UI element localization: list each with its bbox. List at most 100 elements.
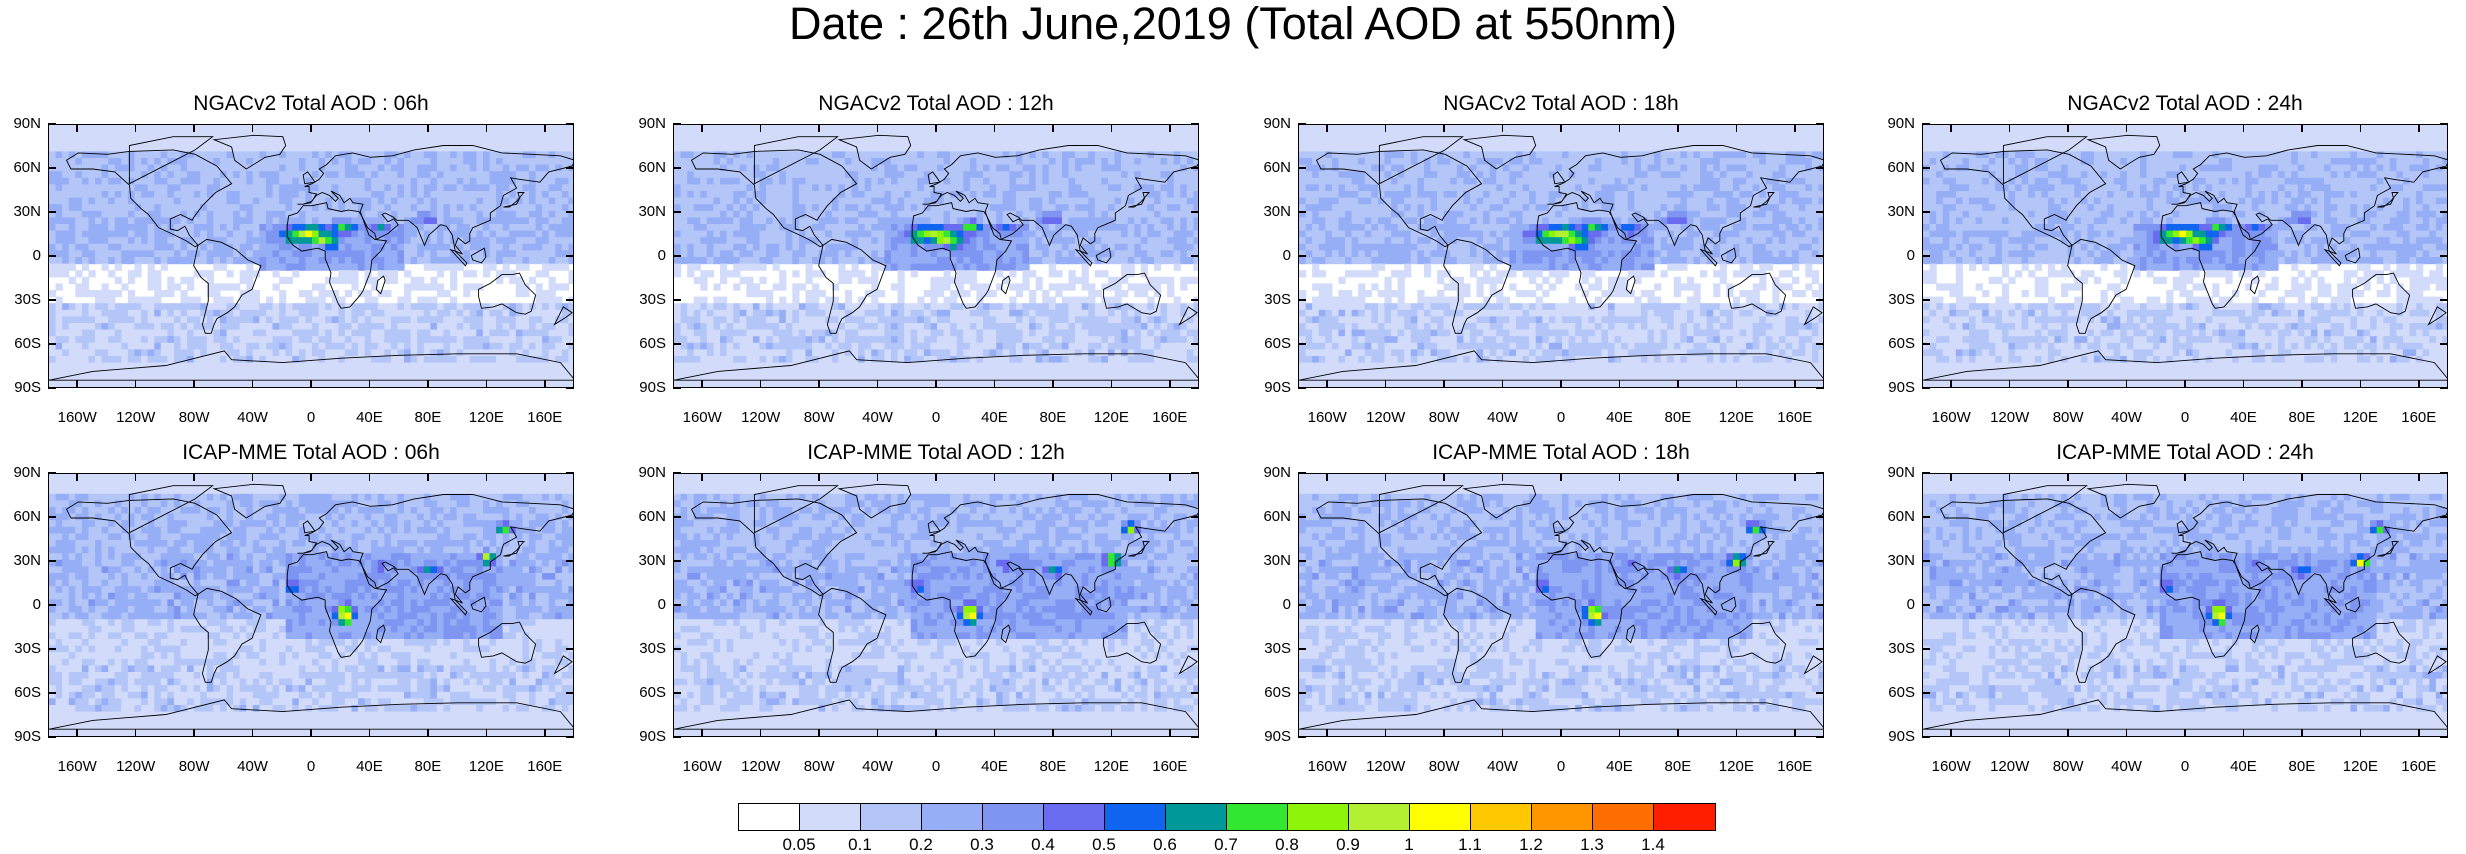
aod-field [674,474,1199,737]
aod-field [1299,125,1824,388]
lon-tick-mark [1950,473,1952,481]
lat-tick-label: 30S [1251,641,1291,657]
lon-tick-mark [1385,473,1387,481]
lon-tick-mark [252,729,254,737]
lat-tick-label: 30S [1875,292,1915,308]
lon-tick-mark [427,380,429,388]
aod-map-icap-mme-18h [1298,473,1824,737]
lat-tick-mark [2440,692,2448,694]
lon-tick-label: 120W [1980,410,2040,426]
lon-tick-mark [1677,380,1679,388]
lon-tick-mark [1794,380,1796,388]
lon-tick-mark [877,380,879,388]
lon-tick-mark [1111,473,1113,481]
lon-tick-label: 40W [2097,759,2157,775]
lon-tick-mark [310,729,312,737]
aod-map-ngacv2-06h [48,124,574,388]
panel-title: ICAP-MME Total AOD : 24h [1922,441,2448,465]
lat-tick-mark [566,692,574,694]
colorbar-label: 0.05 [774,836,824,853]
lon-tick-mark [1950,729,1952,737]
lat-tick-mark [1816,692,1824,694]
lon-tick-mark [2009,729,2011,737]
lat-tick-mark [2440,123,2448,125]
lat-tick-label: 30N [1,204,41,220]
lon-tick-label: 80E [2272,759,2332,775]
lat-tick-mark [1922,472,1930,474]
lon-tick-mark [2418,380,2420,388]
lat-tick-label: 60S [1251,336,1291,352]
lat-tick-label: 60N [626,160,666,176]
lon-tick-mark [1794,729,1796,737]
map-plot [1299,125,1824,388]
colorbar-box [1410,804,1471,830]
map-plot [49,474,574,737]
lat-tick-mark [673,123,681,125]
lat-tick-label: 60S [1251,685,1291,701]
lon-tick-mark [1326,124,1328,132]
colorbar-label: 1.3 [1567,836,1617,853]
lon-tick-mark [486,473,488,481]
lat-tick-mark [1816,123,1824,125]
lon-tick-mark [877,473,879,481]
lat-tick-label: 60N [1875,160,1915,176]
lat-tick-mark [1191,167,1199,169]
lat-tick-mark [48,560,56,562]
lat-tick-mark [1298,516,1306,518]
lon-tick-mark [2243,380,2245,388]
colorbar-label: 0.6 [1140,836,1190,853]
lon-tick-mark [369,473,371,481]
lon-tick-label: 120W [731,410,791,426]
lon-tick-mark [1736,380,1738,388]
lon-tick-label: 40E [339,410,399,426]
lat-tick-mark [673,255,681,257]
colorbar-label: 0.1 [835,836,885,853]
lat-tick-label: 60N [1,509,41,525]
lat-tick-mark [48,736,56,738]
colorbar-box [1105,804,1166,830]
lon-tick-mark [1677,124,1679,132]
lon-tick-mark [1619,473,1621,481]
lon-tick-label: 0 [906,759,966,775]
lon-tick-mark [252,473,254,481]
lon-tick-label: 160W [1921,410,1981,426]
lon-tick-mark [935,380,937,388]
lon-tick-label: 160W [1297,759,1357,775]
lon-tick-mark [2009,380,2011,388]
lon-tick-label: 40W [2097,410,2157,426]
lat-tick-label: 90N [1251,465,1291,481]
lat-tick-mark [2440,516,2448,518]
lon-tick-mark [1326,380,1328,388]
lon-tick-mark [1619,729,1621,737]
lon-tick-mark [877,124,879,132]
lon-tick-label: 40W [223,410,283,426]
lon-tick-label: 0 [906,410,966,426]
lon-tick-mark [1111,380,1113,388]
lat-tick-mark [673,560,681,562]
lat-tick-mark [1298,123,1306,125]
colorbar-label: 0.8 [1262,836,1312,853]
lon-tick-mark [2067,473,2069,481]
lat-tick-label: 0 [626,248,666,264]
lat-tick-mark [48,211,56,213]
lon-tick-mark [310,124,312,132]
aod-map-icap-mme-12h [673,473,1199,737]
colorbar-box [1349,804,1410,830]
lat-tick-mark [48,167,56,169]
lon-tick-mark [760,380,762,388]
lon-tick-mark [1169,473,1171,481]
lat-tick-label: 0 [1251,248,1291,264]
lat-tick-label: 30S [1,641,41,657]
lon-tick-label: 160E [1140,410,1200,426]
lat-tick-label: 30N [626,553,666,569]
lat-tick-mark [2440,299,2448,301]
lat-tick-label: 30N [626,204,666,220]
lon-tick-label: 120W [731,759,791,775]
lon-tick-label: 160W [1297,410,1357,426]
lon-tick-mark [193,729,195,737]
lat-tick-label: 0 [1251,597,1291,613]
lat-tick-mark [566,255,574,257]
lon-tick-label: 40W [223,759,283,775]
lat-tick-mark [48,472,56,474]
lat-tick-mark [1922,604,1930,606]
